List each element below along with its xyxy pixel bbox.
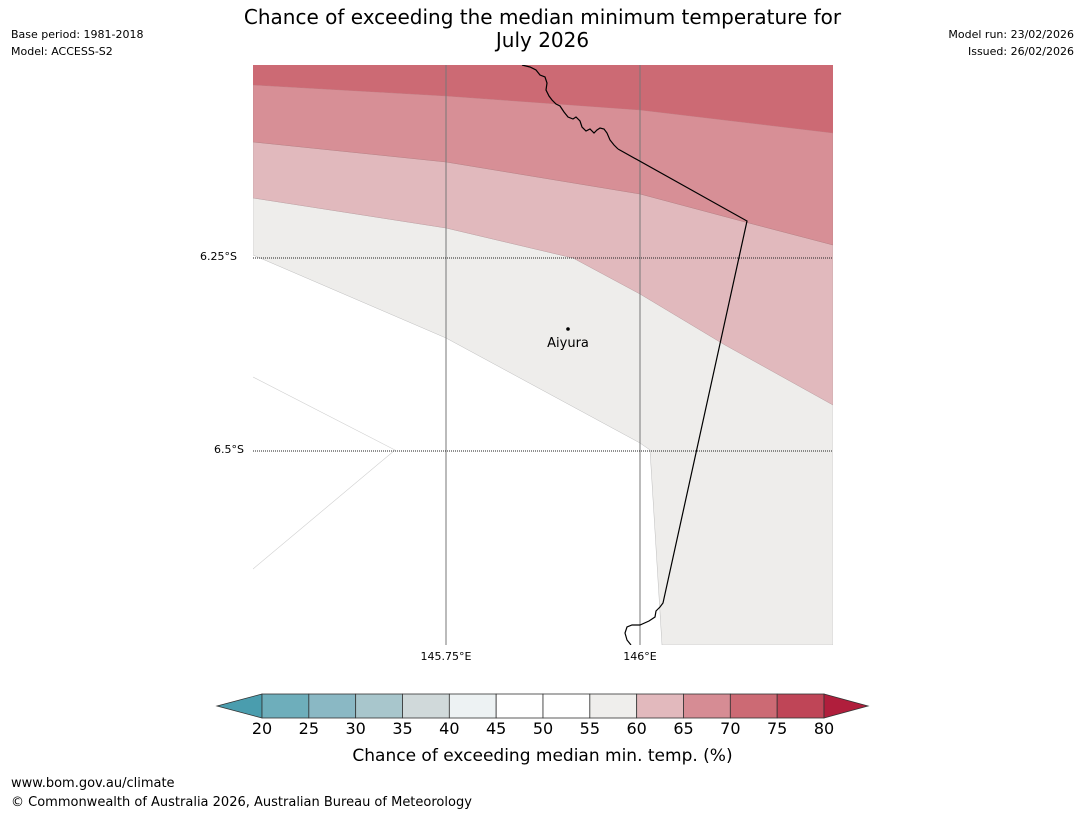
- location-label: Aiyura: [547, 336, 589, 351]
- colorbar-cell-45-50: [495, 693, 544, 719]
- colorbar-cell-35-40: [402, 693, 450, 719]
- colorbar-tick-60: 60: [626, 719, 647, 738]
- footer-copyright: © Commonwealth of Australia 2026, Austra…: [11, 795, 472, 810]
- colorbar-tick-35: 35: [392, 719, 413, 738]
- footer-url[interactable]: www.bom.gov.au/climate: [11, 776, 175, 791]
- aiyura-marker: [566, 327, 570, 331]
- colorbar-tick-75: 75: [766, 719, 788, 738]
- model-name: Model: ACCESS-S2: [11, 45, 113, 58]
- title-line-2: July 2026: [495, 28, 590, 52]
- colorbar-tick-30: 30: [345, 719, 366, 738]
- map-title: Chance of exceeding the median minimum t…: [0, 6, 1085, 52]
- lon-label-146: 146°E: [623, 650, 657, 663]
- band-70-75: [253, 65, 833, 133]
- colorbar: [215, 693, 870, 719]
- colorbar-tick-25: 25: [298, 719, 319, 738]
- colorbar-under-arrow: [215, 693, 263, 719]
- colorbar-label: Chance of exceeding median min. temp. (%…: [352, 746, 733, 766]
- colorbar-tick-20: 20: [251, 719, 273, 738]
- colorbar-cell-40-45: [448, 693, 497, 719]
- colorbar-cell-70-75: [729, 693, 778, 719]
- issued-date: Issued: 26/02/2026: [967, 45, 1074, 58]
- colorbar-over-arrow: [823, 693, 870, 719]
- colorbar-cell-50-55: [542, 693, 591, 719]
- meta-left: Base period: 1981-2018 Model: ACCESS-S2: [11, 26, 143, 60]
- colorbar-cell-55-60: [589, 693, 638, 719]
- colorbar-tick-50: 50: [532, 719, 554, 738]
- colorbar-cell-60-65: [636, 693, 684, 719]
- colorbar-tick-65: 65: [673, 719, 694, 738]
- title-line-1: Chance of exceeding the median minimum t…: [243, 5, 842, 29]
- coastline: [521, 65, 619, 150]
- colorbar-cell-30-35: [355, 693, 403, 719]
- lat-label-6-25: 6.25°S: [200, 250, 237, 263]
- colorbar-tick-80: 80: [813, 719, 835, 738]
- lon-label-145-75: 145.75°E: [420, 650, 472, 663]
- colorbar-cell-75-80: [776, 693, 825, 719]
- colorbar-tick-55: 55: [579, 719, 600, 738]
- province-boundary: [617, 148, 748, 645]
- colorbar-cell-25-30: [308, 693, 357, 719]
- contour-faint: [253, 376, 396, 570]
- colorbar-cell-65-70: [683, 693, 731, 719]
- colorbar-tick-45: 45: [485, 719, 507, 738]
- meta-right: Model run: 23/02/2026 Issued: 26/02/2026: [948, 26, 1074, 60]
- lat-label-6-5: 6.5°S: [214, 443, 244, 456]
- colorbar-tick-70: 70: [720, 719, 741, 738]
- model-run: Model run: 23/02/2026: [948, 28, 1074, 41]
- base-period: Base period: 1981-2018: [11, 28, 144, 41]
- colorbar-tick-40: 40: [439, 719, 460, 738]
- colorbar-cell-20-25: [261, 693, 310, 719]
